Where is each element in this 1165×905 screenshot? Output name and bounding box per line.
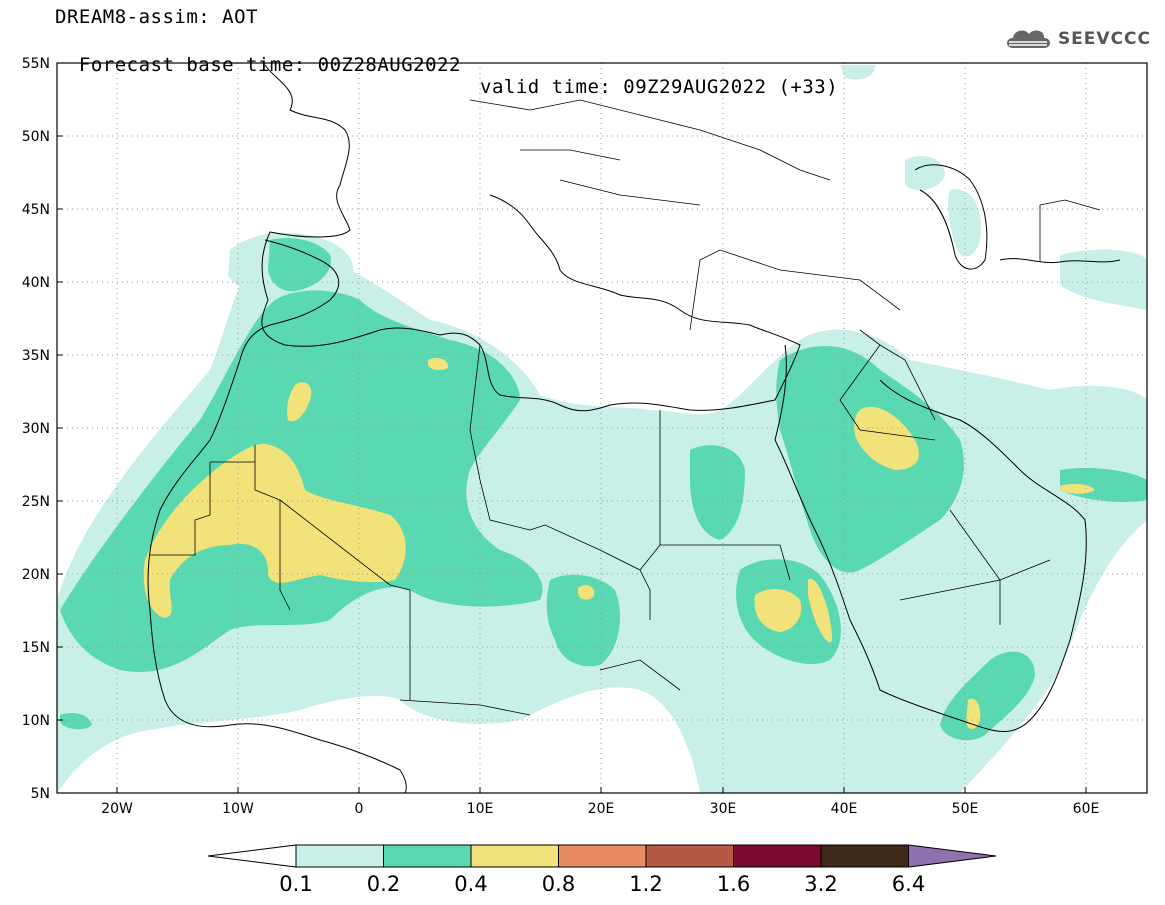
base-time-label: Forecast base time: 00Z28AUG2022 [78,54,461,76]
lat-label: 25N [22,494,50,510]
lat-label: 40N [22,275,50,291]
aot-band-high-iraq [854,406,919,470]
aot-field [57,65,1147,793]
lat-label: 35N [22,348,50,364]
colorbar-swatch [820,844,909,868]
latitude-labels: 5N 10N 15N 20N 25N 30N 35N 40N 45N 50N 5… [22,56,50,802]
colorbar-swatch [645,844,734,868]
lat-label: 30N [22,421,50,437]
colorbar-label: 3.2 [804,872,837,896]
forecast-time-line: Forecast base time: 00Z28AUG2022 valid t… [55,32,838,98]
axis-ticks [57,62,1087,793]
colorbar-label: 1.6 [717,872,750,896]
lon-label: 40E [831,801,858,817]
aot-band-mid-sahara [546,445,745,667]
aot-band-low-caspian [840,65,1147,310]
lat-lon-grid [57,63,1147,793]
lon-label: 0 [355,801,364,817]
valid-time-label: valid time: 09Z29AUG2022 (+33) [480,76,839,98]
map-title: DREAM8-assim: AOT [55,6,258,28]
lat-label: 45N [22,202,50,218]
lat-label: 5N [31,786,50,802]
lon-label: 30E [710,801,737,817]
longitude-labels: 20W 10W 0 10E 20E 30E 40E 50E 60E [101,801,1099,817]
lon-label: 10E [467,801,494,817]
lat-label: 50N [22,129,50,145]
lat-label: 55N [22,56,50,72]
colorbar-label: 0.2 [367,872,400,896]
colorbar-label: 0.1 [279,872,312,896]
lat-label: 20N [22,567,50,583]
coastlines [147,64,1121,793]
colorbar-label: 1.2 [629,872,662,896]
lon-label: 10W [222,801,254,817]
lon-label: 20E [588,801,615,817]
colorbar: 0.1 0.2 0.4 0.8 1.2 1.6 3.2 6.4 [207,844,997,896]
colorbar-label: 6.4 [892,872,925,896]
lat-label: 15N [22,640,50,656]
lon-label: 50E [952,801,979,817]
aot-band-high-westsahara [143,443,406,618]
cloud-logo-icon [1006,30,1050,48]
colorbar-swatch [470,844,559,868]
colorbar-over-arrow [908,844,997,868]
colorbar-label: 0.4 [454,872,487,896]
colorbar-swatch [558,844,647,868]
lon-label: 60E [1073,801,1100,817]
colorbar-label: 0.8 [542,872,575,896]
lat-label: 10N [22,713,50,729]
seevccc-logo: SEEVCCC [1003,24,1151,54]
colorbar-swatch [295,844,384,868]
colorbar-swatch [383,844,472,868]
aot-band-mid-arabia [776,346,964,573]
logo-text: SEEVCCC [1057,29,1151,49]
colorbar-swatch [733,844,822,868]
aot-band-mid-iberia [268,238,331,292]
colorbar-under-arrow [207,844,297,868]
lon-label: 20W [101,801,133,817]
country-borders [150,99,1101,716]
aot-band-high-morocco-spot [287,357,449,422]
